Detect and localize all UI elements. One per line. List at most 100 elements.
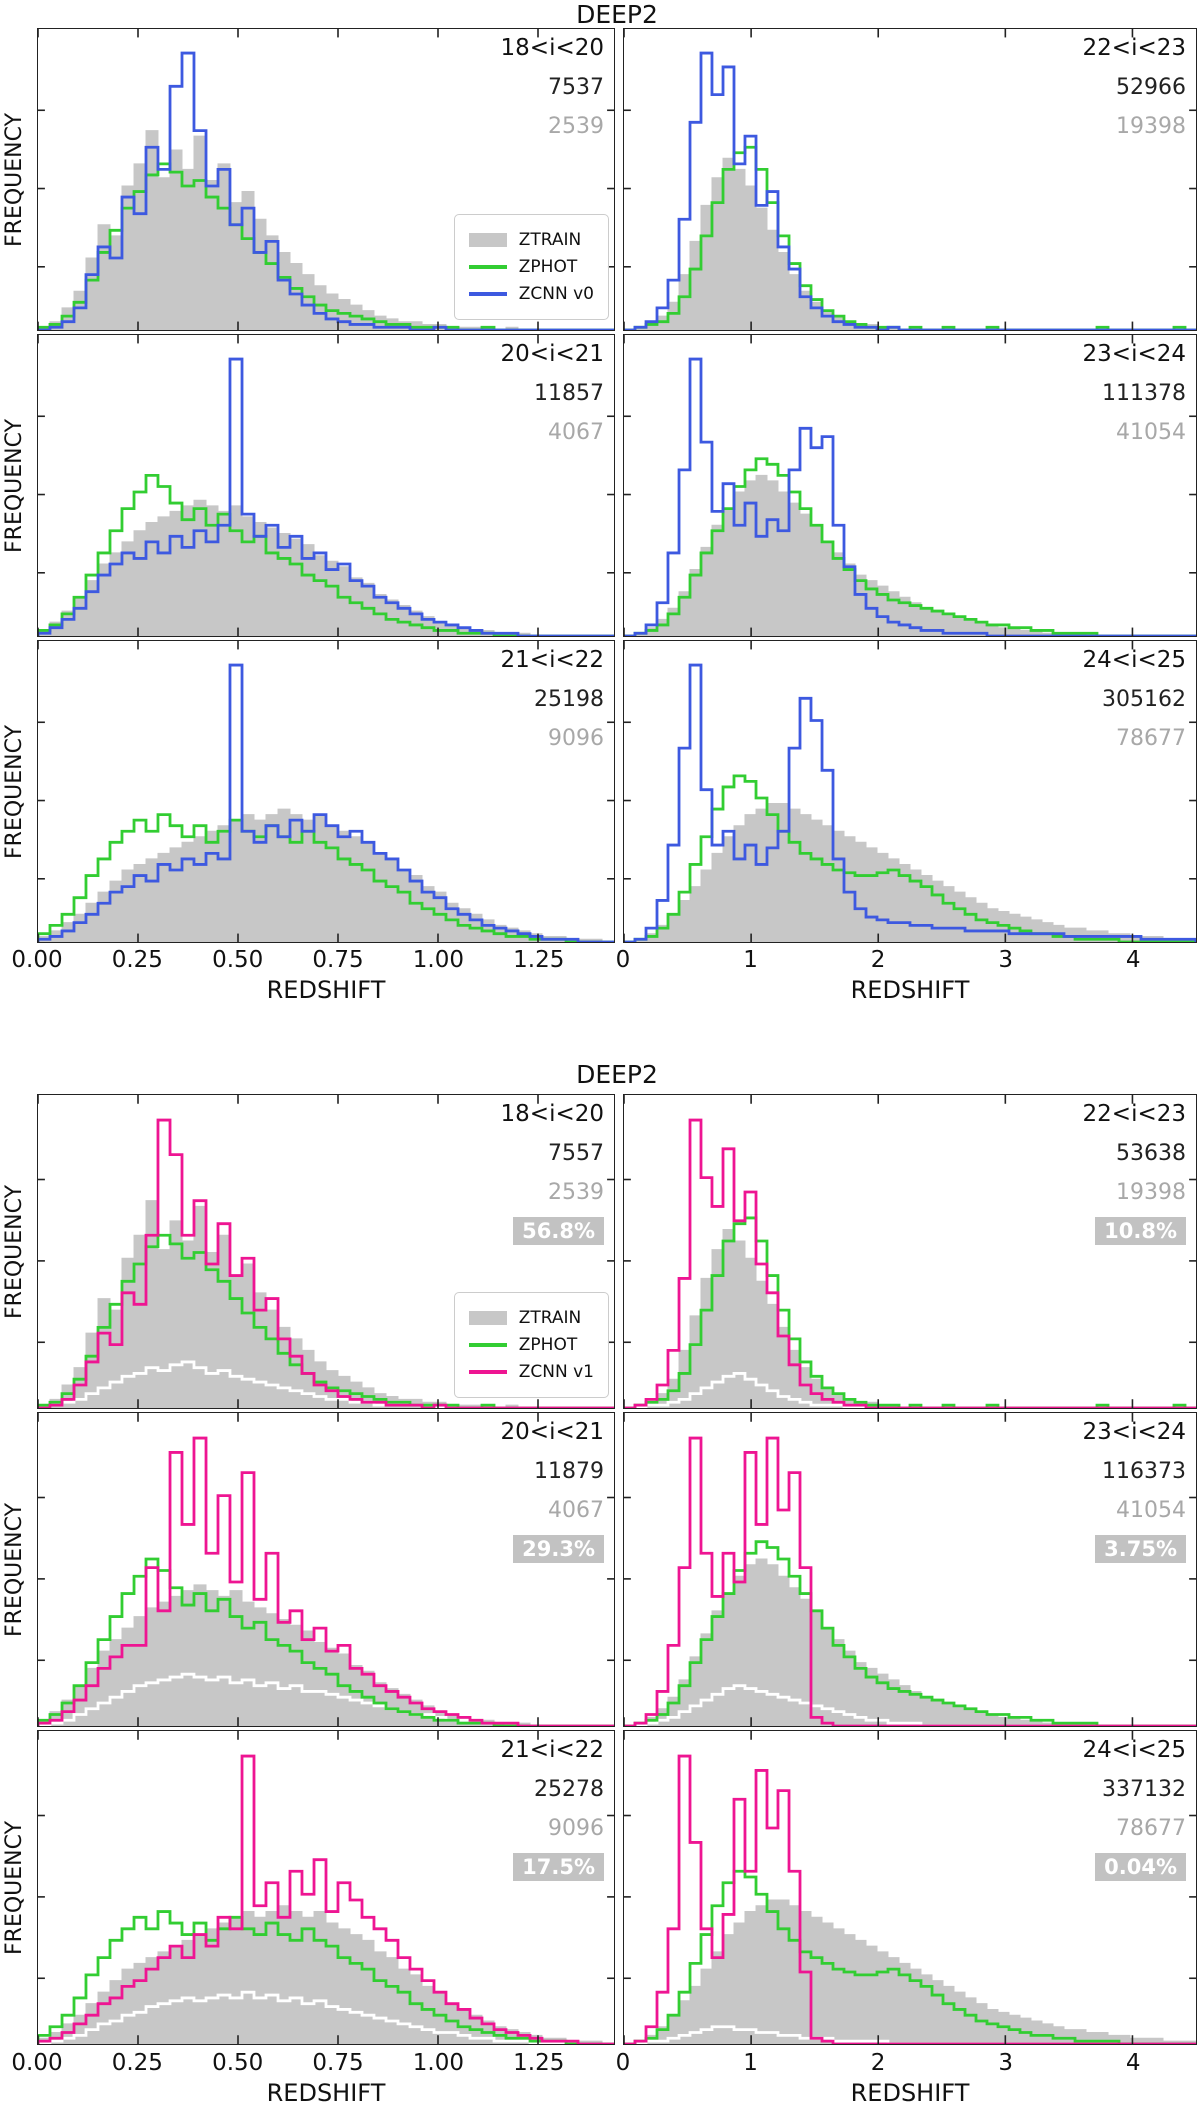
- total-count: 7557: [548, 1141, 604, 1166]
- panel-22i23: 22<i<23 52966 19398: [623, 28, 1197, 331]
- zcnn-swatch-icon: [468, 1370, 507, 1374]
- ztrain-swatch-icon: [468, 1311, 507, 1325]
- magnitude-bin-label: 18<i<20: [500, 35, 604, 61]
- legend-label: ZPHOT: [518, 257, 578, 277]
- magnitude-bin-label: 24<i<25: [1082, 1737, 1186, 1763]
- panel-23i24: 23<i<24 116373 41054 3.75%: [623, 1412, 1197, 1727]
- train-count: 78677: [1116, 1816, 1186, 1841]
- magnitude-bin-label: 24<i<25: [1082, 647, 1186, 673]
- legend-item-zcnn: ZCNN v0: [468, 284, 594, 304]
- figure-title: DEEP2: [576, 1060, 658, 1089]
- panel-21i22: 21<i<22 25278 9096 17.5%: [37, 1730, 615, 2045]
- panel-annotations: 22<i<23 53638 19398 10.8%: [1083, 1101, 1186, 1245]
- x-tick-label: 1.25: [513, 947, 565, 973]
- ztrain-swatch-icon: [468, 233, 507, 247]
- panel-annotations: 23<i<24 111378 41054: [1083, 341, 1186, 457]
- y-axis-label: FREQUENCY: [2, 1502, 27, 1637]
- y-axis-label: FREQUENCY: [2, 112, 27, 247]
- x-tick-label: 0: [615, 947, 631, 973]
- train-count: 2539: [548, 114, 604, 139]
- x-tick-label: 0: [615, 2050, 631, 2076]
- x-tick-label: 0.00: [11, 947, 63, 973]
- total-count: 7537: [548, 75, 604, 100]
- train-count: 41054: [1116, 1498, 1186, 1523]
- panel-22i23: 22<i<23 53638 19398 10.8%: [623, 1094, 1197, 1409]
- x-tick-label: 3: [998, 2050, 1013, 2076]
- legend-item-ztrain: ZTRAIN: [468, 1308, 594, 1328]
- magnitude-bin-label: 21<i<22: [500, 1737, 604, 1763]
- panel-24i25: 24<i<25 305162 78677: [623, 640, 1197, 943]
- x-axis-left: REDSHIFT 0.00 0.25 0.50 0.75 1.00 1.25: [11, 947, 615, 1004]
- x-axis-title: REDSHIFT: [850, 976, 970, 1004]
- panel-24i25: 24<i<25 337132 78677 0.04%: [623, 1730, 1197, 2045]
- figure-top: DEEP2 FREQUENCY FREQUENCY FREQUENCY 18<i…: [0, 0, 1200, 1010]
- magnitude-bin-label: 23<i<24: [1082, 341, 1186, 367]
- panel-annotations: 20<i<21 11857 4067: [501, 341, 604, 457]
- panel-20i21: 20<i<21 11879 4067 29.3%: [37, 1412, 615, 1727]
- x-tick-label: 0.50: [212, 947, 264, 973]
- magnitude-bin-label: 20<i<21: [500, 341, 604, 367]
- panel-annotations: 21<i<22 25198 9096: [501, 647, 604, 763]
- panel-annotations: 18<i<20 7537 2539: [501, 35, 604, 151]
- magnitude-bin-label: 22<i<23: [1082, 35, 1186, 61]
- panel-18i20: 18<i<20 7557 2539 56.8% ZTRAIN ZPHOT ZCN…: [37, 1094, 615, 1409]
- x-tick-label: 0.25: [111, 2050, 163, 2076]
- x-tick-label: 0.00: [11, 2050, 63, 2076]
- legend-item-zcnn: ZCNN v1: [468, 1362, 594, 1382]
- panel-annotations: 21<i<22 25278 9096 17.5%: [501, 1737, 604, 1881]
- x-tick-label: 0.50: [212, 2050, 264, 2076]
- total-count: 11857: [534, 381, 604, 406]
- outlier-pct-badge: 56.8%: [513, 1217, 604, 1245]
- panel-annotations: 24<i<25 305162 78677: [1083, 647, 1186, 763]
- y-axis-label: FREQUENCY: [2, 1184, 27, 1319]
- total-count: 25278: [534, 1777, 604, 1802]
- x-tick-label: 0.75: [312, 2050, 364, 2076]
- total-count: 53638: [1116, 1141, 1186, 1166]
- total-count: 305162: [1102, 687, 1186, 712]
- total-count: 111378: [1102, 381, 1186, 406]
- legend-item-ztrain: ZTRAIN: [468, 230, 594, 250]
- zcnn-swatch-icon: [468, 292, 507, 296]
- x-tick-label: 1: [743, 947, 758, 973]
- panel-18i20: 18<i<20 7537 2539 ZTRAIN ZPHOT ZCNN v0: [37, 28, 615, 331]
- total-count: 25198: [534, 687, 604, 712]
- x-tick-label: 2: [870, 2050, 886, 2076]
- x-tick-label: 0.25: [111, 947, 163, 973]
- legend: ZTRAIN ZPHOT ZCNN v0: [453, 214, 609, 320]
- legend-item-zphot: ZPHOT: [468, 1335, 594, 1355]
- total-count: 11879: [534, 1459, 604, 1484]
- panel-23i24: 23<i<24 111378 41054: [623, 334, 1197, 637]
- x-tick-label: 1: [743, 2050, 758, 2076]
- train-count: 4067: [548, 1498, 604, 1523]
- x-tick-label: 1.00: [412, 947, 464, 973]
- outlier-pct-badge: 3.75%: [1095, 1535, 1186, 1563]
- legend-label: ZCNN v1: [518, 1362, 594, 1382]
- x-tick-label: 2: [870, 947, 886, 973]
- legend-label: ZTRAIN: [518, 1308, 582, 1328]
- total-count: 52966: [1116, 75, 1186, 100]
- panel-annotations: 22<i<23 52966 19398: [1083, 35, 1186, 151]
- x-axis-title: REDSHIFT: [266, 976, 386, 1004]
- train-count: 19398: [1116, 114, 1186, 139]
- x-axis-title: REDSHIFT: [266, 2079, 386, 2107]
- x-tick-label: 4: [1125, 947, 1141, 973]
- zphot-swatch-icon: [468, 265, 507, 269]
- train-count: 9096: [548, 1816, 604, 1841]
- y-axis-label: FREQUENCY: [2, 724, 27, 859]
- legend-label: ZCNN v0: [518, 284, 594, 304]
- magnitude-bin-label: 22<i<23: [1082, 1101, 1186, 1127]
- x-tick-label: 3: [998, 947, 1013, 973]
- outlier-pct-badge: 0.04%: [1095, 1853, 1186, 1881]
- magnitude-bin-label: 18<i<20: [500, 1101, 604, 1127]
- figure-bottom: DEEP2 FREQUENCY FREQUENCY FREQUENCY 18<i…: [0, 1058, 1200, 2107]
- y-axis-label: FREQUENCY: [2, 418, 27, 553]
- x-tick-label: 0.75: [312, 947, 364, 973]
- x-axis-left: REDSHIFT 0.00 0.25 0.50 0.75 1.00 1.25: [11, 2050, 615, 2107]
- panel-annotations: 18<i<20 7557 2539 56.8%: [501, 1101, 604, 1245]
- x-tick-label: 4: [1125, 2050, 1141, 2076]
- y-axis-label: FREQUENCY: [2, 1820, 27, 1955]
- outlier-pct-badge: 17.5%: [513, 1853, 604, 1881]
- panel-annotations: 23<i<24 116373 41054 3.75%: [1083, 1419, 1186, 1563]
- outlier-pct-badge: 10.8%: [1095, 1217, 1186, 1245]
- total-count: 337132: [1102, 1777, 1186, 1802]
